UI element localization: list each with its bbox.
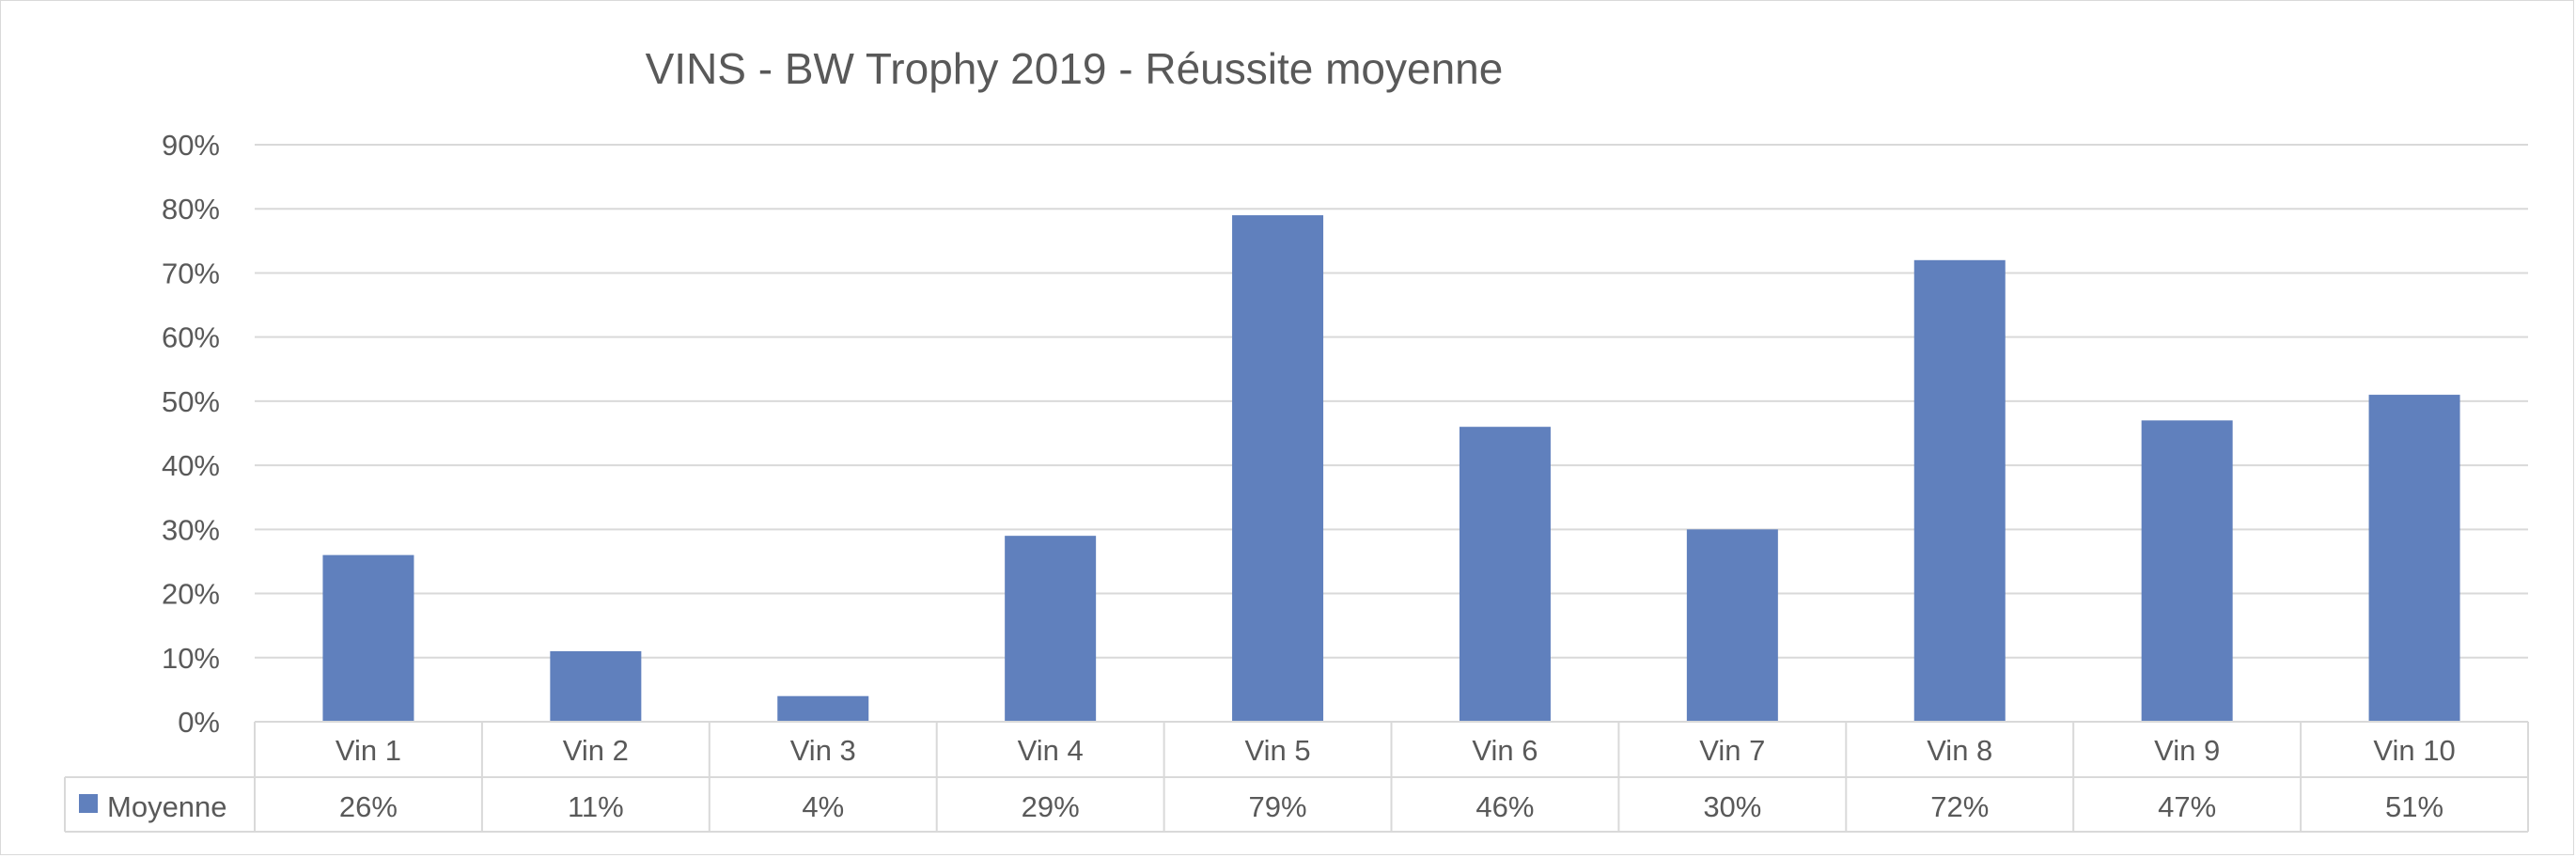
value-label: 79% bbox=[1249, 790, 1307, 823]
bar bbox=[1005, 536, 1097, 722]
y-tick-label: 60% bbox=[162, 321, 220, 354]
chart-title: VINS - BW Trophy 2019 - Réussite moyenne bbox=[646, 44, 1504, 93]
bar bbox=[2368, 395, 2460, 722]
y-tick-label: 50% bbox=[162, 385, 220, 418]
value-label: 26% bbox=[339, 790, 398, 823]
y-tick-label: 40% bbox=[162, 449, 220, 482]
category-label: Vin 6 bbox=[1472, 734, 1538, 767]
y-tick-label: 30% bbox=[162, 513, 220, 546]
bar bbox=[1459, 427, 1551, 722]
category-label: Vin 7 bbox=[1699, 734, 1765, 767]
value-label: 4% bbox=[802, 790, 844, 823]
value-label: 72% bbox=[1930, 790, 1989, 823]
data-table: Vin 1 26% Vin 2 11% Vin 3 4% Vin 4 29% Vin 5 79% V… bbox=[64, 721, 2529, 833]
value-label: 47% bbox=[2158, 790, 2216, 823]
legend-series-name: Moyenne bbox=[107, 790, 227, 823]
y-axis-tick-labels: 0% 10% 20% 30% 40% 50% 60% 70% 80% 90% bbox=[162, 129, 220, 739]
bar bbox=[1686, 529, 1778, 722]
y-tick-label: 10% bbox=[162, 642, 220, 675]
bar bbox=[1913, 259, 2006, 722]
value-label: 30% bbox=[1703, 790, 1761, 823]
bar bbox=[550, 650, 642, 722]
y-tick-label: 80% bbox=[162, 193, 220, 226]
y-tick-label: 90% bbox=[162, 129, 220, 162]
gridlines bbox=[255, 144, 2528, 659]
value-label: 11% bbox=[568, 790, 624, 823]
y-tick-label: 70% bbox=[162, 257, 220, 289]
bar bbox=[1232, 215, 1324, 723]
category-label: Vin 2 bbox=[563, 734, 629, 767]
category-label: Vin 1 bbox=[336, 734, 401, 767]
category-label: Vin 9 bbox=[2154, 734, 2220, 767]
category-label: Vin 10 bbox=[2373, 734, 2455, 767]
bar bbox=[2141, 420, 2233, 722]
bar bbox=[777, 695, 869, 722]
category-label: Vin 5 bbox=[1244, 734, 1310, 767]
value-label: 46% bbox=[1475, 790, 1534, 823]
y-tick-label: 20% bbox=[162, 578, 220, 611]
bars bbox=[322, 215, 2460, 723]
category-label: Vin 4 bbox=[1018, 734, 1084, 767]
category-label: Vin 3 bbox=[790, 734, 856, 767]
bar bbox=[322, 554, 414, 722]
category-label: Vin 8 bbox=[1927, 734, 1992, 767]
y-tick-label: 0% bbox=[178, 706, 220, 739]
legend-swatch bbox=[79, 794, 98, 813]
value-label: 29% bbox=[1022, 790, 1080, 823]
value-label: 51% bbox=[2385, 790, 2443, 823]
